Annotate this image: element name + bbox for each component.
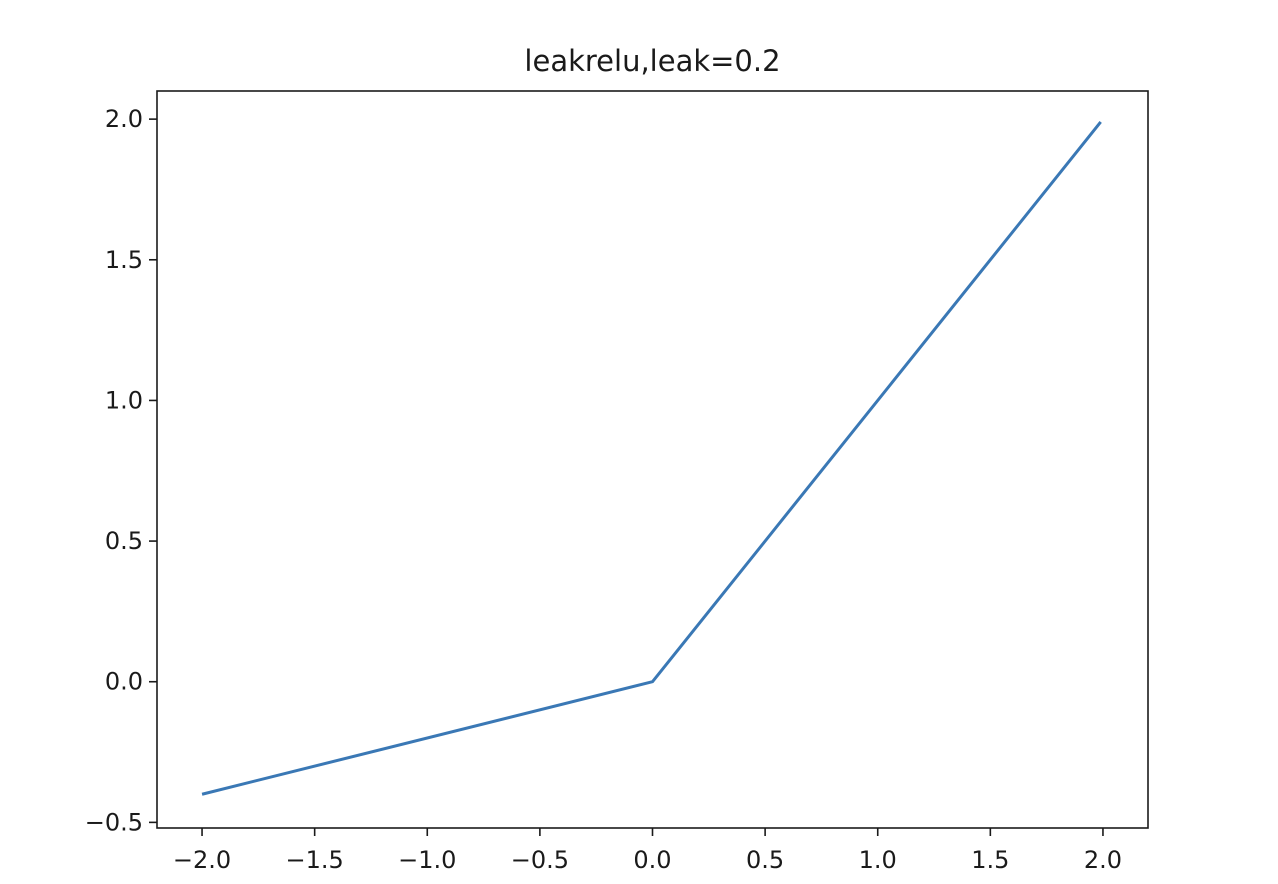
y-tick-label: −0.5 xyxy=(85,808,143,836)
x-tick-label: 0.5 xyxy=(746,846,784,874)
y-axis: −0.5 0.0 0.5 1.0 1.5 2.0 xyxy=(85,105,157,836)
series-layer xyxy=(201,121,1102,796)
plot-area xyxy=(156,90,1149,829)
x-tick-label: −1.5 xyxy=(286,846,344,874)
series-line-leakrelu xyxy=(201,121,1102,796)
x-tick-label: 1.0 xyxy=(859,846,897,874)
x-axis: −2.0 −1.5 −1.0 −0.5 0.0 0.5 1.0 1.5 2.0 xyxy=(173,828,1122,874)
x-tick-label: 2.0 xyxy=(1084,846,1122,874)
y-tick-label: 2.0 xyxy=(105,105,143,133)
x-tick-label: 0.0 xyxy=(633,846,671,874)
x-tick-label: 1.5 xyxy=(971,846,1009,874)
x-tick-label: −1.0 xyxy=(398,846,456,874)
y-tick-label: 1.0 xyxy=(105,386,143,414)
chart-title: leakrelu,leak=0.2 xyxy=(524,44,780,78)
y-tick-label: 0.0 xyxy=(105,668,143,696)
x-tick-label: −2.0 xyxy=(173,846,231,874)
y-tick-label: 0.5 xyxy=(105,527,143,555)
y-tick-label: 1.5 xyxy=(105,246,143,274)
x-tick-label: −0.5 xyxy=(511,846,569,874)
